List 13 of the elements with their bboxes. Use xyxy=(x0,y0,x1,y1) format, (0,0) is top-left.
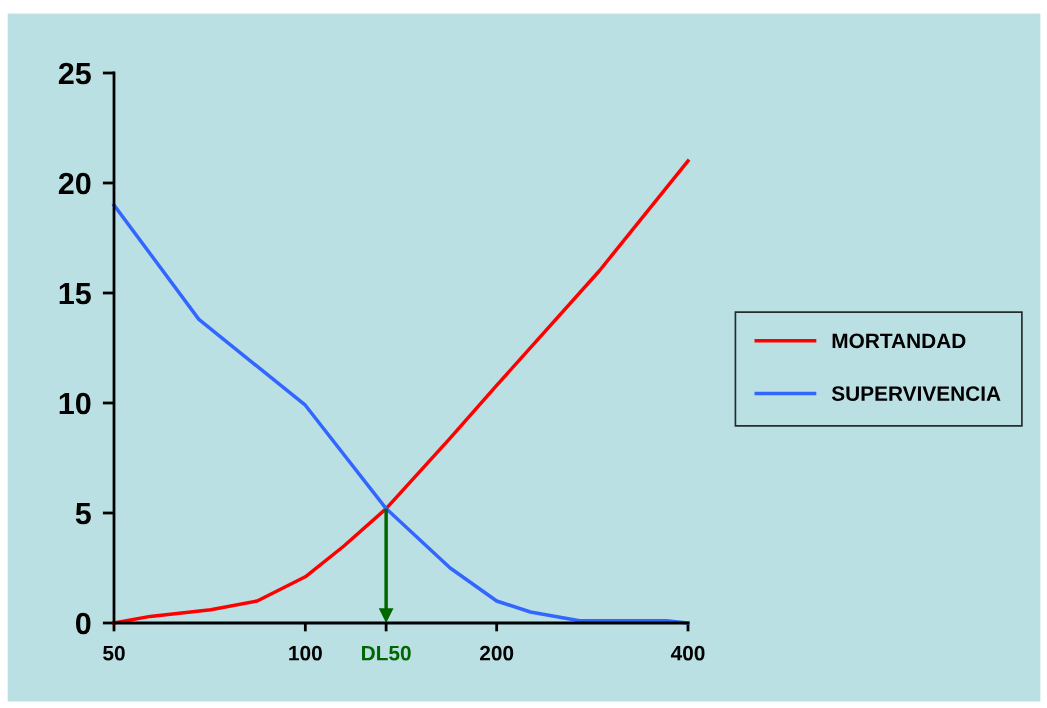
x-tick-label: 50 xyxy=(103,645,125,661)
y-tick-label: 25 xyxy=(58,62,91,85)
y-tick-label: 10 xyxy=(59,392,91,415)
x-tick-label: 200 xyxy=(480,645,514,661)
x-tick-label: 400 xyxy=(670,645,705,661)
x-tick-label: DL50 xyxy=(362,645,411,661)
y-tick-label: 15 xyxy=(59,283,91,305)
legend-label: MORTANDAD xyxy=(832,333,966,349)
y-tick-label: 5 xyxy=(75,503,91,525)
y-tick-label: 20 xyxy=(58,172,91,195)
y-tick-label: 0 xyxy=(75,612,91,635)
x-tick-label: 100 xyxy=(289,645,322,661)
legend-label: SUPERVIVENCIA xyxy=(831,386,1001,401)
